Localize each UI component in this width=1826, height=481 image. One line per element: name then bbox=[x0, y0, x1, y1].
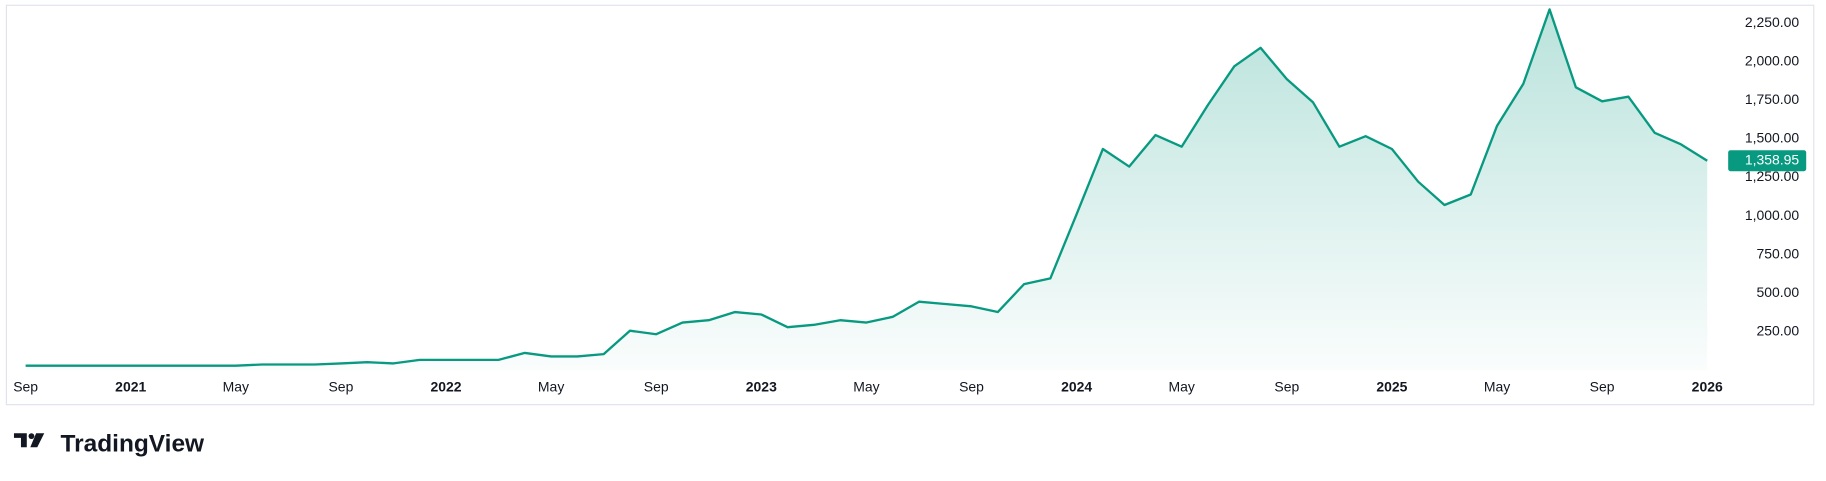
x-tick-label: 2023 bbox=[746, 379, 777, 395]
logo bbox=[13, 433, 45, 448]
y-tick-label: 1,250.00 bbox=[1745, 168, 1800, 184]
brand-name: TradingView bbox=[61, 430, 205, 457]
y-tick-label: 1,000.00 bbox=[1745, 207, 1800, 223]
x-tick-label: Sep bbox=[644, 379, 669, 395]
y-tick-label: 750.00 bbox=[1756, 245, 1799, 261]
y-tick-label: 2,000.00 bbox=[1745, 53, 1800, 69]
x-tick-label: May bbox=[223, 379, 249, 395]
y-tick-label: 1,750.00 bbox=[1745, 91, 1800, 107]
area-fill bbox=[25, 9, 1708, 371]
x-tick-label: 2025 bbox=[1376, 379, 1407, 395]
y-tick-label: 1,500.00 bbox=[1745, 130, 1800, 146]
y-tick-label: 250.00 bbox=[1756, 322, 1799, 338]
x-tick-label: Sep bbox=[328, 379, 353, 395]
x-tick-label: 2024 bbox=[1061, 379, 1092, 395]
y-tick-label: 500.00 bbox=[1756, 284, 1799, 300]
x-tick-label: Sep bbox=[1274, 379, 1299, 395]
price-line bbox=[25, 8, 1708, 367]
last-price-label: 1,358.95 bbox=[1745, 151, 1800, 167]
last-price-badge bbox=[1728, 150, 1807, 172]
x-tick-label: Sep bbox=[13, 379, 38, 395]
x-tick-label: 2021 bbox=[115, 379, 146, 395]
x-tick-label: Sep bbox=[1590, 379, 1615, 395]
logo-dot bbox=[28, 433, 35, 440]
logo-mark bbox=[30, 433, 45, 448]
x-tick-label: May bbox=[538, 379, 564, 395]
chart-frame bbox=[5, 4, 1815, 406]
y-tick-label: 2,250.00 bbox=[1745, 14, 1800, 30]
logo-mark bbox=[13, 433, 27, 448]
x-tick-label: May bbox=[1169, 379, 1195, 395]
x-tick-label: May bbox=[1484, 379, 1510, 395]
x-tick-label: 2022 bbox=[430, 379, 461, 395]
x-tick-label: Sep bbox=[959, 379, 984, 395]
x-tick-label: May bbox=[853, 379, 879, 395]
x-tick-label: 2026 bbox=[1692, 379, 1723, 395]
